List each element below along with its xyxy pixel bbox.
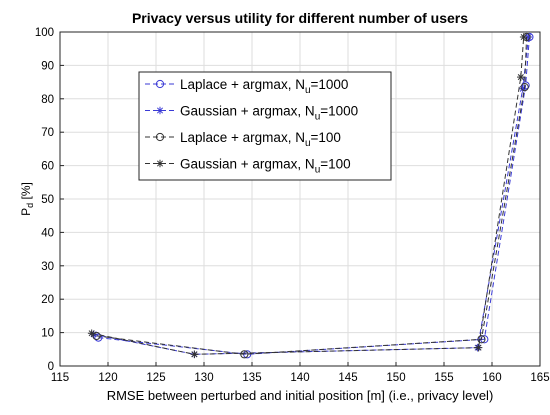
- legend-label: Laplace + argmax, Nu=100: [180, 130, 341, 149]
- y-axis-label-main: P: [19, 208, 33, 216]
- y-tick-label: 50: [41, 194, 54, 206]
- data-point: [190, 350, 199, 359]
- legend-label: Gaussian + argmax, Nu=1000: [180, 104, 358, 123]
- data-point: [87, 329, 96, 338]
- series-line: [98, 36, 530, 355]
- x-tick-label: 120: [98, 372, 117, 384]
- legend-swatch-marker: [156, 106, 164, 115]
- legend-swatch-marker: [155, 79, 165, 89]
- y-tick-label: 70: [41, 127, 54, 139]
- x-tick-label: 115: [51, 372, 69, 384]
- data-point: [520, 83, 529, 92]
- x-tick-label: 125: [146, 372, 165, 384]
- data-point: [477, 335, 486, 344]
- y-tick-label: 80: [41, 94, 54, 106]
- x-tick-label: 145: [338, 372, 357, 384]
- legend-box: [138, 71, 392, 181]
- series-3: [92, 32, 531, 359]
- x-tick-label: 150: [386, 372, 405, 384]
- y-tick-label: 100: [35, 27, 54, 39]
- x-axis-label: RMSE between perturbed and initial posit…: [107, 388, 494, 403]
- series-line: [96, 36, 528, 355]
- data-point: [94, 333, 103, 342]
- x-tick-label: 130: [194, 372, 213, 384]
- y-axis-label-unit: [%]: [19, 182, 33, 203]
- legend-label: Gaussian + argmax, Nu=100: [180, 157, 351, 176]
- x-tick-label: 160: [482, 372, 501, 384]
- y-tick-label: 10: [41, 328, 54, 340]
- data-point: [519, 33, 528, 41]
- y-tick-label: 90: [41, 60, 54, 72]
- legend-swatch-marker: [156, 159, 164, 168]
- y-axis-label: Pd [%]: [19, 182, 35, 216]
- y-axis-label-sub: d: [25, 203, 35, 208]
- series-4: [87, 33, 528, 359]
- legend-swatch-marker: [155, 132, 165, 142]
- y-tick-label: 60: [41, 161, 54, 173]
- legend-entry: Gaussian + argmax, Nu=1000: [145, 104, 358, 123]
- x-tick-label: 135: [242, 372, 261, 384]
- data-point: [518, 84, 527, 93]
- series-line: [91, 36, 525, 355]
- legend-entry: Laplace + argmax, Nu=100: [145, 130, 341, 149]
- x-tick-label: 165: [530, 372, 549, 384]
- legend-label: Laplace + argmax, Nu=1000: [180, 77, 348, 96]
- y-tick-label: 40: [41, 227, 54, 239]
- legend-entry: Laplace + argmax, Nu=1000: [145, 77, 348, 96]
- legend: Laplace + argmax, Nu=1000 Gaussian + argm…: [138, 71, 392, 181]
- data-point: [474, 343, 483, 352]
- legend-entry: Gaussian + argmax, Nu=100: [145, 157, 351, 176]
- x-tick-label: 155: [434, 372, 453, 384]
- x-tick-label: 140: [290, 372, 309, 384]
- y-tick-label: 0: [48, 361, 54, 373]
- data-point: [517, 73, 525, 81]
- data-point: [92, 331, 101, 341]
- data-point: [240, 350, 249, 359]
- series-lines: [87, 32, 534, 359]
- y-tick-label: 20: [41, 294, 54, 306]
- y-tick-label: 30: [41, 261, 54, 273]
- chart-title: Privacy versus utility for different num…: [132, 10, 468, 26]
- axis-ticks: 115 120 125 130 135 140 145 150 155 160 165 0 10 20 30…: [35, 27, 550, 384]
